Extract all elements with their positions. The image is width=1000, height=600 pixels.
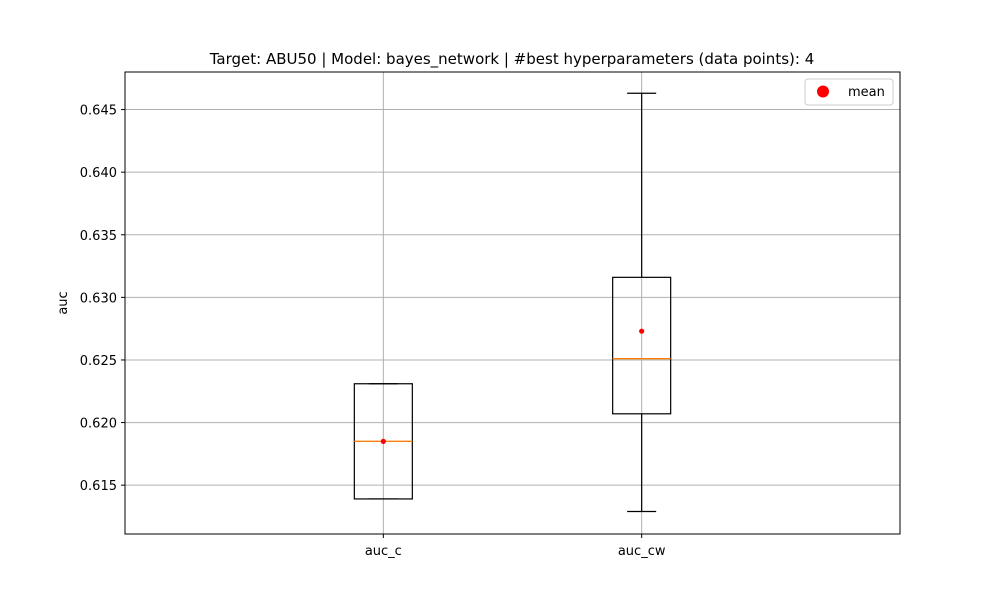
legend-mean-label: mean (848, 85, 885, 100)
y-axis-label: auc (56, 291, 71, 314)
box-auc_cw (612, 92, 672, 513)
y-tick-label: 0.620 (80, 417, 117, 432)
iqr-box (612, 276, 672, 415)
y-tick-label: 0.625 (80, 354, 117, 369)
chart-title: Target: ABU50 | Model: bayes_network | #… (209, 50, 814, 69)
mean-marker (639, 328, 645, 334)
plot-frame (124, 71, 901, 535)
legend-mean-marker (817, 85, 829, 98)
x-tick-label: auc_cw (618, 544, 666, 559)
y-tick-label: 0.645 (80, 104, 117, 119)
legend-frame (804, 78, 894, 106)
box-auc_c (353, 383, 413, 500)
tick-layer: 0.615 0.620 0.625 0.630 0.635 0.640 0.645 auc_c… (80, 104, 666, 559)
mean-marker (380, 438, 386, 444)
y-tick-label: 0.635 (80, 229, 117, 244)
y-tick-label: 0.640 (80, 166, 117, 181)
x-tick-label: auc_c (365, 544, 402, 559)
legend: mean (804, 78, 894, 106)
box-layer (353, 92, 672, 513)
y-tick-label: 0.615 (80, 479, 117, 494)
y-tick-label: 0.630 (80, 291, 117, 306)
